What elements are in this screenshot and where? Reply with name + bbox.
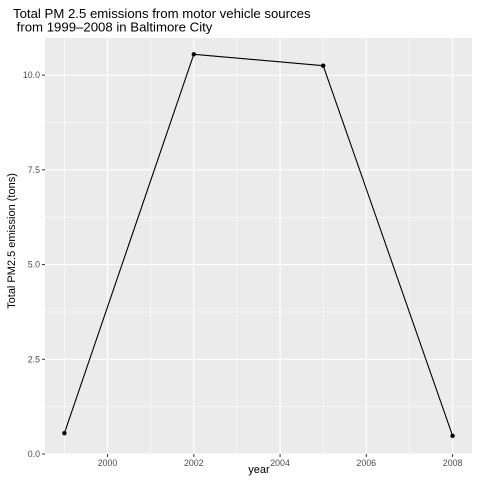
x-tick-label: 2006 (357, 458, 377, 468)
y-axis-title: Total PM2.5 emission (tons) (6, 173, 18, 309)
y-tick-label: 2.5 (28, 354, 40, 364)
data-point (191, 52, 197, 57)
data-series (62, 52, 455, 439)
data-point (320, 63, 326, 68)
y-tick-label: 5.0 (28, 260, 40, 270)
grid-major (45, 38, 472, 455)
chart-title-line-1: Total PM 2.5 emissions from motor vehicl… (13, 6, 311, 21)
x-tick-label: 2000 (98, 458, 118, 468)
plot-panel (45, 38, 472, 454)
x-axis: 2000 2002 2004 2006 2008 (98, 454, 463, 468)
x-axis-title: year (248, 464, 270, 476)
x-tick-label: 2002 (184, 458, 204, 468)
data-point (450, 433, 455, 439)
y-tick-label: 0.0 (28, 449, 40, 459)
x-tick-label: 2008 (443, 458, 463, 468)
data-point (62, 430, 67, 436)
y-tick-label: 10.0 (23, 70, 40, 80)
grid-minor (45, 38, 472, 454)
series-line (63, 53, 454, 436)
chart-title-line-2: from 1999–2008 in Baltimore City (13, 20, 213, 35)
y-axis: 0.0 2.5 5.0 7.5 10.0 (23, 70, 45, 459)
x-tick-label: 2004 (270, 458, 290, 468)
y-tick-label: 7.5 (28, 165, 40, 175)
